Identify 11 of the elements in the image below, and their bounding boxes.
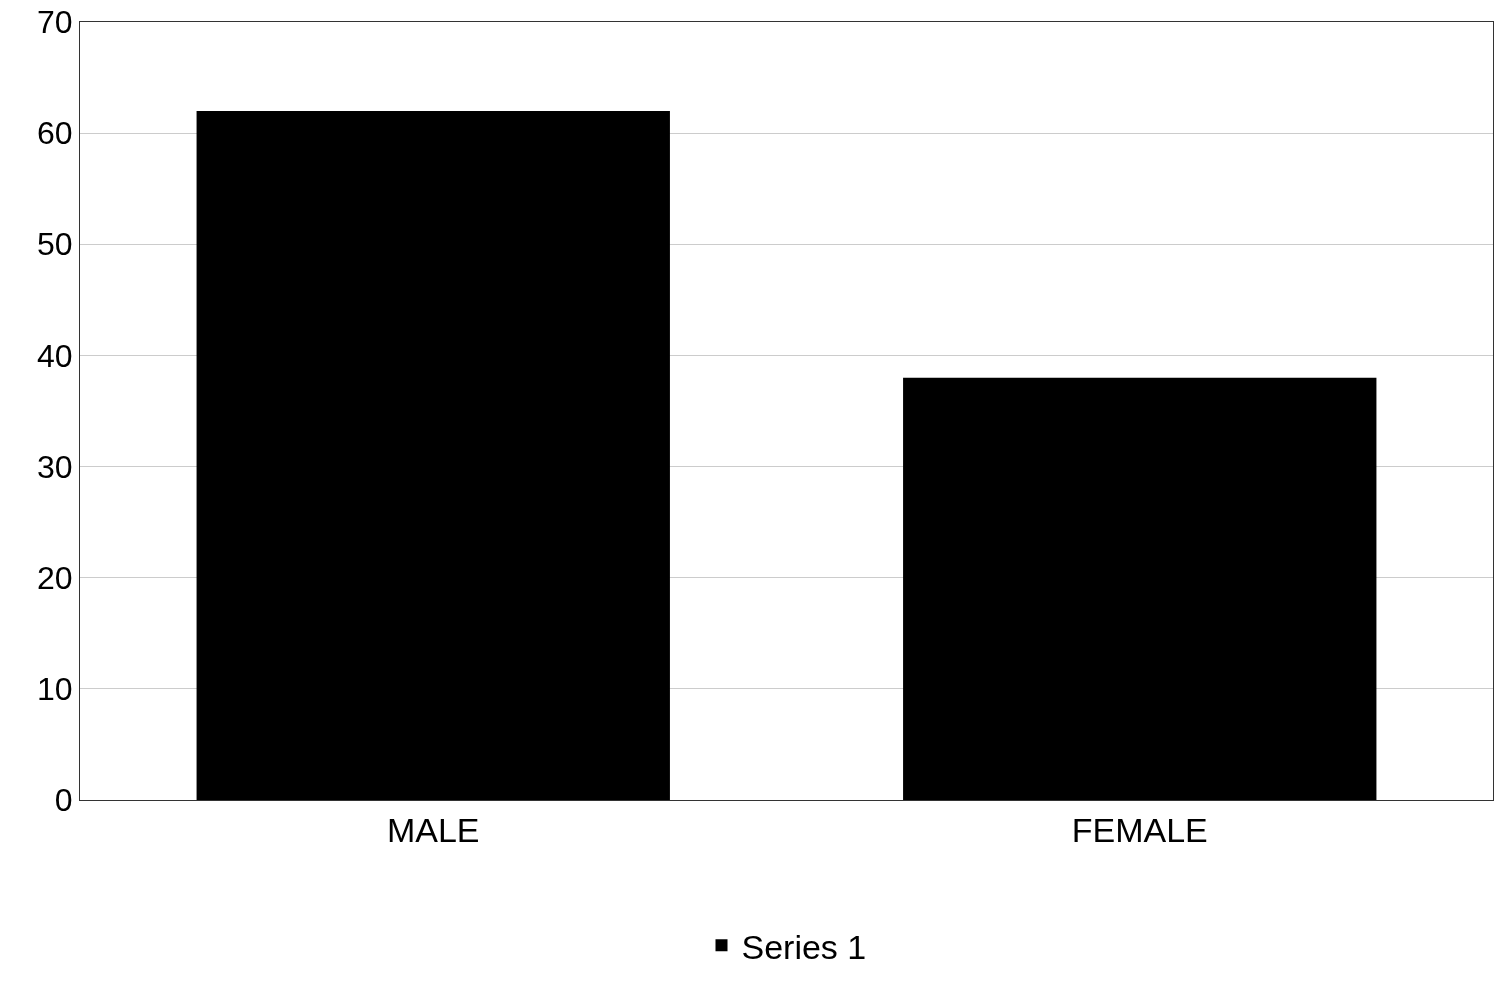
y-tick-label: 30 (37, 448, 73, 485)
y-tick-label: 20 (37, 559, 73, 596)
y-tick-label: 10 (37, 671, 73, 708)
x-tick-label: MALE (386, 810, 480, 849)
y-tick-label: 70 (37, 4, 73, 41)
y-tick-label: 60 (37, 115, 73, 152)
y-tick-label: 40 (37, 337, 73, 374)
legend-label: Series 1 (741, 927, 867, 966)
y-tick-label: 50 (37, 226, 73, 263)
x-tick-label: FEMALE (1071, 810, 1208, 849)
y-tick-label: 0 (54, 782, 73, 819)
